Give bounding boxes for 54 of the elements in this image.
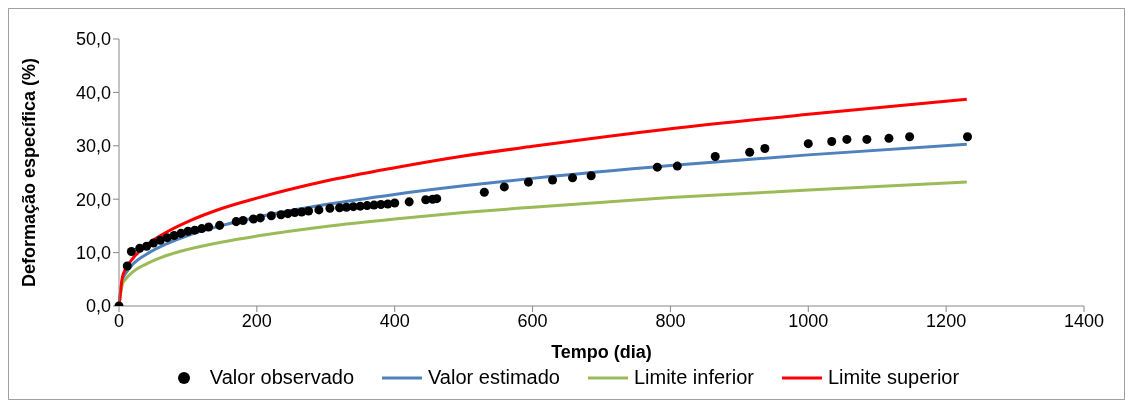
point	[523, 177, 533, 187]
x-tick-label: 400	[379, 310, 410, 331]
point	[238, 216, 248, 226]
x-tick-label: 1400	[1063, 310, 1105, 331]
point	[760, 143, 770, 153]
x-axis-title: Tempo (dia)	[551, 342, 652, 362]
y-tick-label: 50,0	[75, 29, 111, 50]
point	[568, 173, 578, 183]
y-tick-label: 0,0	[85, 296, 111, 317]
point	[404, 197, 414, 207]
point	[155, 235, 165, 245]
x-tick-label: 600	[517, 310, 548, 331]
point	[204, 222, 214, 232]
point	[304, 206, 314, 216]
point	[135, 243, 145, 253]
point	[884, 133, 894, 143]
point	[710, 151, 720, 161]
point	[142, 241, 152, 251]
y-tick-label: 40,0	[75, 82, 111, 103]
point	[842, 134, 852, 144]
x-tick-label: 200	[241, 310, 272, 331]
legend-label: Limite superior	[827, 366, 960, 389]
x-tick-label: 1000	[788, 310, 829, 331]
point	[314, 205, 324, 215]
y-tick-label: 10,0	[75, 242, 111, 263]
point	[390, 198, 400, 208]
point	[803, 139, 813, 149]
point	[862, 134, 872, 144]
x-tick-label: 0	[113, 310, 125, 331]
point	[963, 132, 973, 142]
x-tick-label: 800	[655, 310, 686, 331]
point	[827, 137, 837, 147]
point	[215, 220, 225, 230]
point	[479, 187, 489, 197]
y-tick-label: 30,0	[75, 136, 111, 157]
point	[266, 211, 276, 221]
point	[162, 233, 172, 243]
point	[586, 171, 596, 181]
y-tick-label: 20,0	[75, 189, 111, 210]
legend-label: Valor estimado	[428, 366, 560, 389]
point	[548, 175, 558, 185]
point	[325, 203, 335, 213]
point	[255, 213, 265, 223]
point	[122, 261, 132, 271]
x-tick-label: 1200	[926, 310, 967, 331]
point	[672, 161, 682, 171]
y-axis-title: Deformação específica (%)	[19, 57, 40, 288]
point	[905, 132, 915, 142]
point	[126, 247, 136, 257]
legend-label: Limite inferior	[633, 366, 754, 389]
point	[745, 147, 755, 157]
point	[499, 182, 509, 192]
legend-label: Valor observado	[209, 366, 355, 389]
point	[652, 162, 662, 172]
